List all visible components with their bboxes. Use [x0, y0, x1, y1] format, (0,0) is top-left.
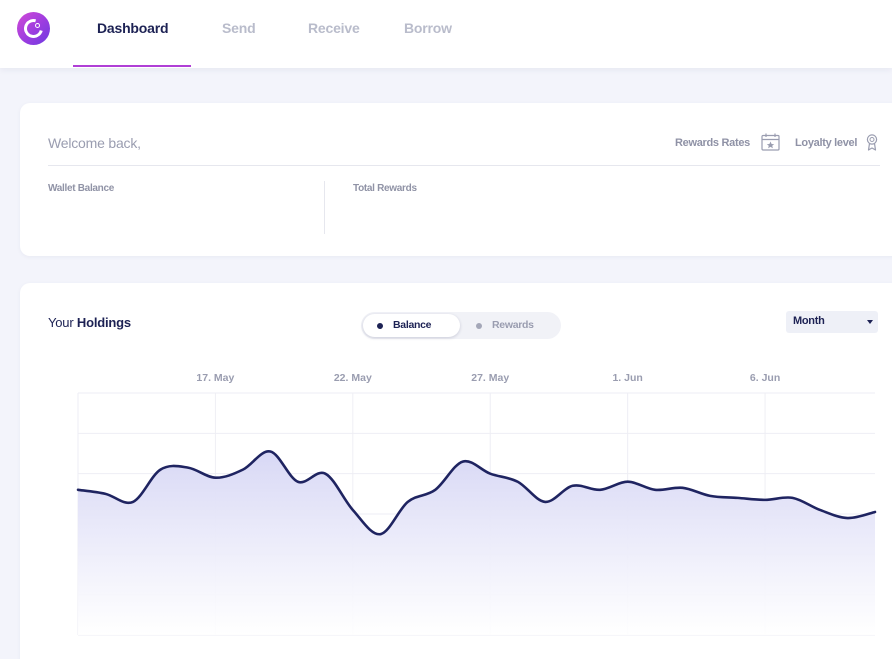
active-tab-indicator [73, 65, 191, 67]
data-point [241, 468, 245, 472]
chart-x-ticks: 17. May 22. May 27. May 1. Jun 6. Jun [196, 372, 780, 384]
data-point [516, 480, 520, 484]
tab-dashboard[interactable]: Dashboard [97, 20, 169, 36]
data-point [681, 486, 685, 490]
balance-rewards-toggle: Balance Rewards [361, 312, 561, 339]
data-point [791, 496, 795, 500]
tab-borrow[interactable]: Borrow [404, 20, 452, 36]
logo-c-shape [20, 15, 47, 42]
celsius-logo-icon[interactable] [17, 12, 50, 45]
holdings-chart: 17. May 22. May 27. May 1. Jun 6. Jun [76, 372, 877, 636]
data-point [488, 472, 492, 476]
wallet-balance-label: Wallet Balance [48, 183, 115, 194]
data-point [378, 532, 382, 536]
holdings-area [78, 451, 875, 635]
holdings-line[interactable] [76, 450, 877, 536]
data-point [323, 472, 327, 476]
loyalty-level-link[interactable]: Loyalty level [795, 137, 858, 149]
data-point [296, 480, 300, 484]
x-tick-label: 22. May [334, 372, 372, 384]
x-tick-label: 6. Jun [750, 372, 780, 384]
data-point [103, 492, 107, 496]
x-tick-label: 1. Jun [612, 372, 642, 384]
holdings-title: Your Holdings [48, 315, 131, 330]
data-point [406, 500, 410, 504]
data-point [433, 488, 437, 492]
data-point [598, 488, 602, 492]
welcome-card: Welcome back, Rewards Rates Loyalty leve… [20, 103, 892, 256]
toggle-balance-label: Balance [393, 319, 432, 331]
holdings-title-prefix: Your [48, 315, 74, 330]
data-point [351, 508, 355, 512]
balance-divider [324, 181, 325, 234]
welcome-greeting: Welcome back, [48, 135, 141, 151]
toggle-balance-dot [377, 323, 383, 329]
total-rewards-label: Total Rewards [353, 183, 417, 194]
logo-degree-dot [35, 23, 40, 28]
data-point [131, 500, 135, 504]
data-point [76, 488, 80, 492]
data-point [213, 476, 217, 480]
tab-send[interactable]: Send [222, 20, 256, 36]
data-point [873, 510, 877, 514]
data-point [571, 484, 575, 488]
holdings-card: Your Holdings Balance Rewards Month 17. … [20, 283, 892, 659]
data-point [543, 500, 547, 504]
welcome-divider [48, 165, 880, 166]
x-tick-label: 27. May [471, 372, 509, 384]
period-select[interactable]: Month [786, 311, 878, 333]
caret-down-icon [867, 320, 873, 324]
data-point [763, 498, 767, 502]
toggle-balance[interactable]: Balance [363, 314, 460, 337]
tab-receive[interactable]: Receive [308, 20, 360, 36]
data-point [461, 460, 465, 464]
data-point [158, 468, 162, 472]
toggle-rewards-dot [476, 323, 482, 329]
data-point [708, 494, 712, 498]
x-tick-label: 17. May [196, 372, 234, 384]
data-point [846, 516, 850, 520]
award-ribbon-icon[interactable] [865, 134, 879, 151]
data-point [653, 488, 657, 492]
data-point [186, 466, 190, 470]
data-point [626, 480, 630, 484]
top-navigation-bar: Dashboard Send Receive Borrow [0, 0, 892, 68]
rewards-rates-link[interactable]: Rewards Rates [675, 137, 750, 149]
toggle-rewards[interactable]: Rewards [462, 314, 559, 337]
data-point [736, 496, 740, 500]
period-select-value: Month [793, 315, 825, 327]
holdings-title-bold: Holdings [76, 315, 131, 330]
calendar-star-icon[interactable] [761, 133, 780, 151]
data-point [268, 449, 272, 453]
toggle-rewards-label: Rewards [492, 319, 534, 331]
data-point [818, 508, 822, 512]
